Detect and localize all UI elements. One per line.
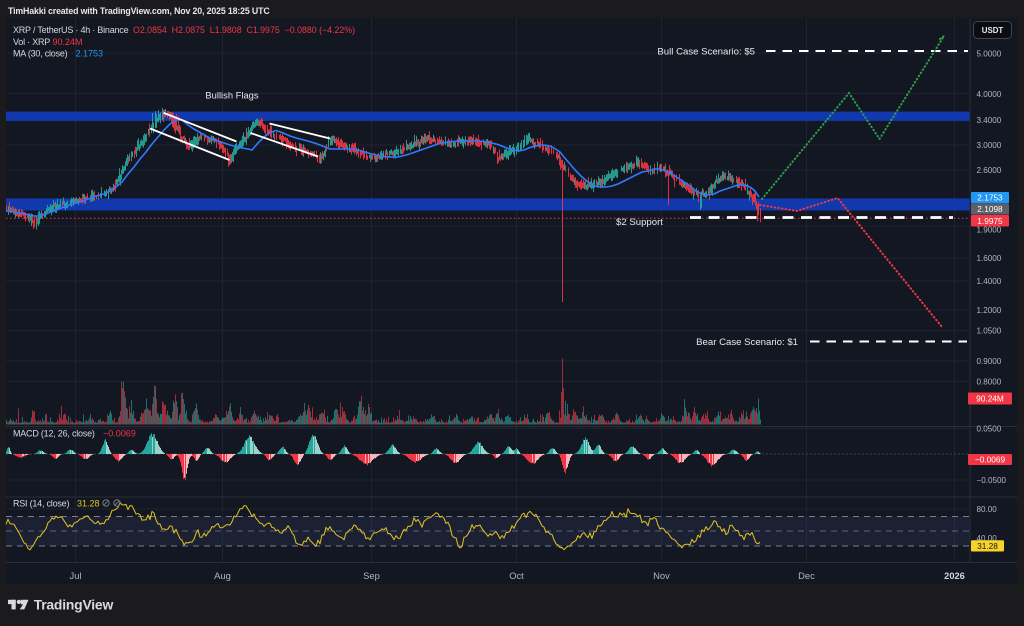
- svg-text:40.00: 40.00: [977, 534, 998, 543]
- svg-text:XRP / TetherUS · 4h · Binance: XRP / TetherUS · 4h · Binance: [13, 25, 129, 35]
- svg-text:4.0000: 4.0000: [977, 90, 1002, 99]
- svg-text:3.0000: 3.0000: [977, 141, 1002, 150]
- svg-text:2026: 2026: [944, 571, 965, 581]
- svg-text:90.24M: 90.24M: [53, 37, 83, 47]
- svg-text:Nov: Nov: [653, 570, 670, 581]
- svg-text:MACD (12, 26, close): MACD (12, 26, close): [13, 429, 95, 439]
- svg-text:Dec: Dec: [798, 570, 815, 581]
- svg-text:TradingView: TradingView: [34, 597, 114, 613]
- svg-text:Bull Case Scenario: $5: Bull Case Scenario: $5: [657, 46, 755, 57]
- svg-text:$2 Support: $2 Support: [616, 217, 663, 228]
- svg-text:−0.0069: −0.0069: [103, 429, 136, 439]
- svg-text:2.1753: 2.1753: [977, 193, 1003, 203]
- svg-text:USDT: USDT: [982, 26, 1004, 35]
- svg-text:Aug: Aug: [214, 570, 231, 581]
- svg-text:2.6000: 2.6000: [977, 166, 1002, 175]
- svg-text:0.8000: 0.8000: [977, 378, 1002, 387]
- svg-text:1.0500: 1.0500: [977, 327, 1002, 336]
- svg-text:90.24M: 90.24M: [976, 394, 1004, 404]
- svg-text:Vol · XRP: Vol · XRP: [13, 37, 50, 47]
- svg-text:RSI (14, close): RSI (14, close): [13, 499, 69, 509]
- svg-text:1.9975: 1.9975: [977, 216, 1003, 226]
- svg-text:−0.0500: −0.0500: [977, 476, 1007, 485]
- svg-text:Jul: Jul: [70, 570, 82, 581]
- svg-text:Bear Case Scenario: $1: Bear Case Scenario: $1: [696, 337, 798, 348]
- svg-text:0.0500: 0.0500: [977, 425, 1002, 434]
- svg-text:3.4000: 3.4000: [977, 116, 1002, 125]
- svg-text:1.2000: 1.2000: [977, 306, 1002, 315]
- svg-text:31.28: 31.28: [977, 541, 998, 551]
- svg-text:2.1753: 2.1753: [76, 49, 104, 59]
- svg-text:Sep: Sep: [363, 570, 380, 581]
- svg-text:80.00: 80.00: [977, 505, 998, 514]
- svg-text:MA (30, close): MA (30, close): [13, 49, 68, 59]
- svg-text:1.6000: 1.6000: [977, 254, 1002, 263]
- svg-text:Bullish Flags: Bullish Flags: [205, 90, 258, 101]
- svg-text:2.1098: 2.1098: [977, 204, 1003, 214]
- svg-text:Oct: Oct: [509, 570, 524, 581]
- svg-text:O2.0854 H2.0875 L1.9808 C1.: O2.0854 H2.0875 L1.9808 C1.9975 −0.0880 …: [133, 25, 355, 35]
- svg-text:1.9000: 1.9000: [977, 226, 1002, 235]
- svg-text:31.28: 31.28: [77, 499, 100, 509]
- svg-text:1.4000: 1.4000: [977, 277, 1002, 286]
- svg-text:TimHakki created with TradingV: TimHakki created with TradingView.com, N…: [8, 6, 270, 16]
- svg-text:5.0000: 5.0000: [977, 49, 1002, 58]
- svg-text:−0.0069: −0.0069: [975, 455, 1006, 465]
- svg-text:0.9000: 0.9000: [977, 357, 1002, 366]
